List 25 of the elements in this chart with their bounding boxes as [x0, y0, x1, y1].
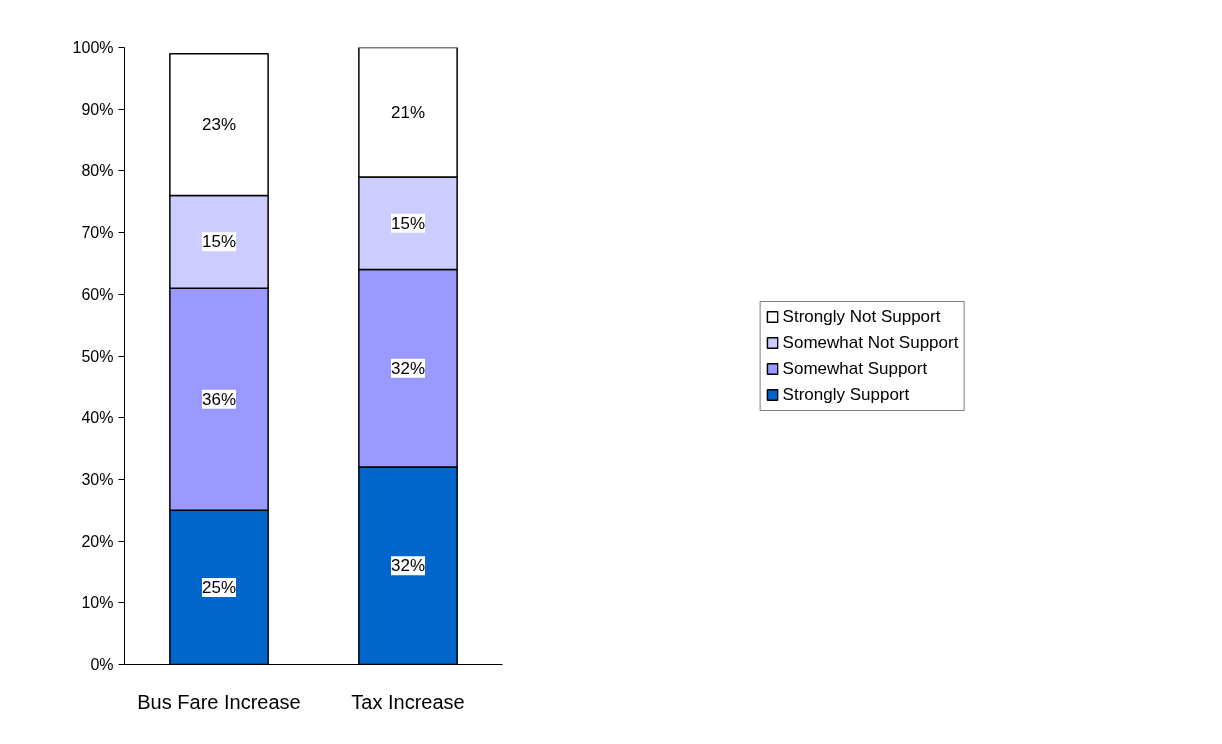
legend-label: Somewhat Not Support	[782, 332, 959, 353]
x-tick-label: Tax Increase	[351, 690, 465, 713]
data-label: 15%	[390, 213, 426, 233]
y-tick-label: 90%	[81, 100, 114, 118]
y-tick-label: 10%	[81, 594, 114, 612]
data-label: 21%	[390, 102, 426, 122]
y-tick-label: 100%	[72, 39, 114, 56]
y-tick-label: 80%	[81, 162, 114, 180]
y-tick-label: 50%	[81, 347, 114, 365]
data-label: 36%	[201, 389, 237, 409]
y-tick-label: 60%	[81, 285, 114, 303]
legend-label: Somewhat Support	[782, 358, 928, 379]
y-tick-label: 40%	[81, 409, 114, 427]
data-label: 23%	[201, 115, 237, 135]
y-tick-label: 0%	[90, 656, 114, 673]
y-tick-label: 30%	[81, 470, 114, 488]
data-label: 15%	[201, 232, 237, 252]
y-tick-label: 70%	[81, 224, 114, 242]
data-label: 32%	[390, 556, 426, 576]
data-label: 32%	[390, 358, 426, 378]
data-label: 25%	[201, 577, 237, 597]
legend-label: Strongly Support	[782, 384, 910, 405]
legend-label: Strongly Not Support	[782, 306, 941, 327]
y-tick-label: 20%	[81, 532, 114, 550]
x-tick-label: Bus Fare Increase	[137, 690, 301, 713]
